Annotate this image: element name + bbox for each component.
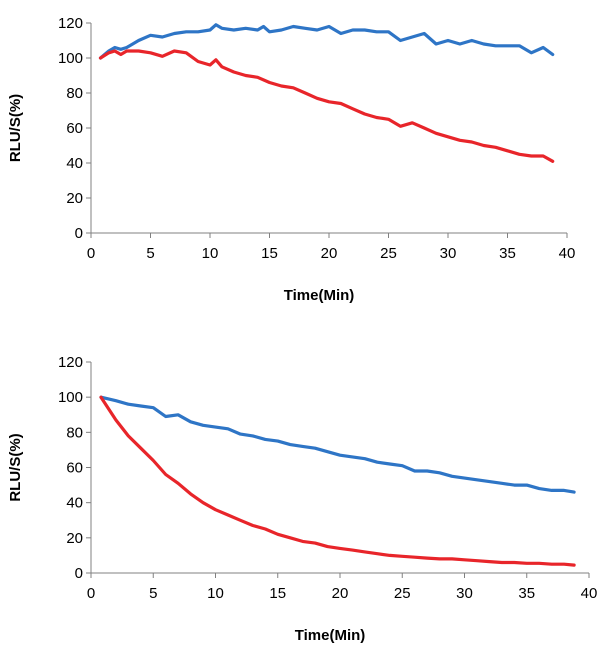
x-tick-label: 40 [559,245,576,262]
y-tick-label: 0 [75,565,83,582]
y-tick-label: 80 [66,85,83,102]
y-tick-label: 60 [66,460,83,477]
x-tick-label: 0 [87,245,95,262]
y-tick-label: 0 [75,225,83,242]
x-tick-label: 30 [456,585,473,602]
series-line-2 [98,49,555,163]
y-tick-label: 60 [66,120,83,137]
y-tick-label: 40 [66,155,83,172]
x-tick-label: 20 [321,245,338,262]
x-tick-label: 5 [146,245,154,262]
y-tick-label: 120 [58,354,83,371]
series-line-1 [98,23,555,60]
x-tick-label: 25 [380,245,397,262]
x-tick-label: 15 [269,585,286,602]
x-tick-label: 25 [394,585,411,602]
y-axis-label: RLU/S(%) [7,433,24,501]
y-tick-label: 80 [66,424,83,441]
x-axis-label: Time(Min) [295,627,366,644]
y-axis-label: RLU/S(%) [7,94,24,162]
y-tick-label: 100 [58,389,83,406]
x-tick-label: 5 [149,585,157,602]
y-tick-label: 100 [58,50,83,67]
x-tick-label: 20 [332,585,349,602]
y-tick-label: 20 [66,530,83,547]
series-line-2 [99,395,576,567]
y-tick-label: 40 [66,495,83,512]
chart-2: 0 20 40 60 80 100 120 0 5 10 15 20 25 30 35 40 Time(Min)… [7,354,597,644]
chart-1: 0 20 40 60 80 100 120 0 5 10 15 20 25 30 35 40 Time(Min)… [7,15,575,304]
x-tick-label: 40 [581,585,598,602]
y-tick-label: 20 [66,190,83,207]
x-tick-label: 0 [87,585,95,602]
x-tick-label: 10 [202,245,219,262]
x-axis-label: Time(Min) [284,287,355,304]
x-tick-label: 10 [207,585,224,602]
y-tick-label: 120 [58,15,83,32]
x-tick-label: 35 [499,245,516,262]
series-line-1 [99,395,576,494]
x-tick-label: 30 [440,245,457,262]
x-tick-label: 15 [261,245,278,262]
x-tick-label: 35 [518,585,535,602]
